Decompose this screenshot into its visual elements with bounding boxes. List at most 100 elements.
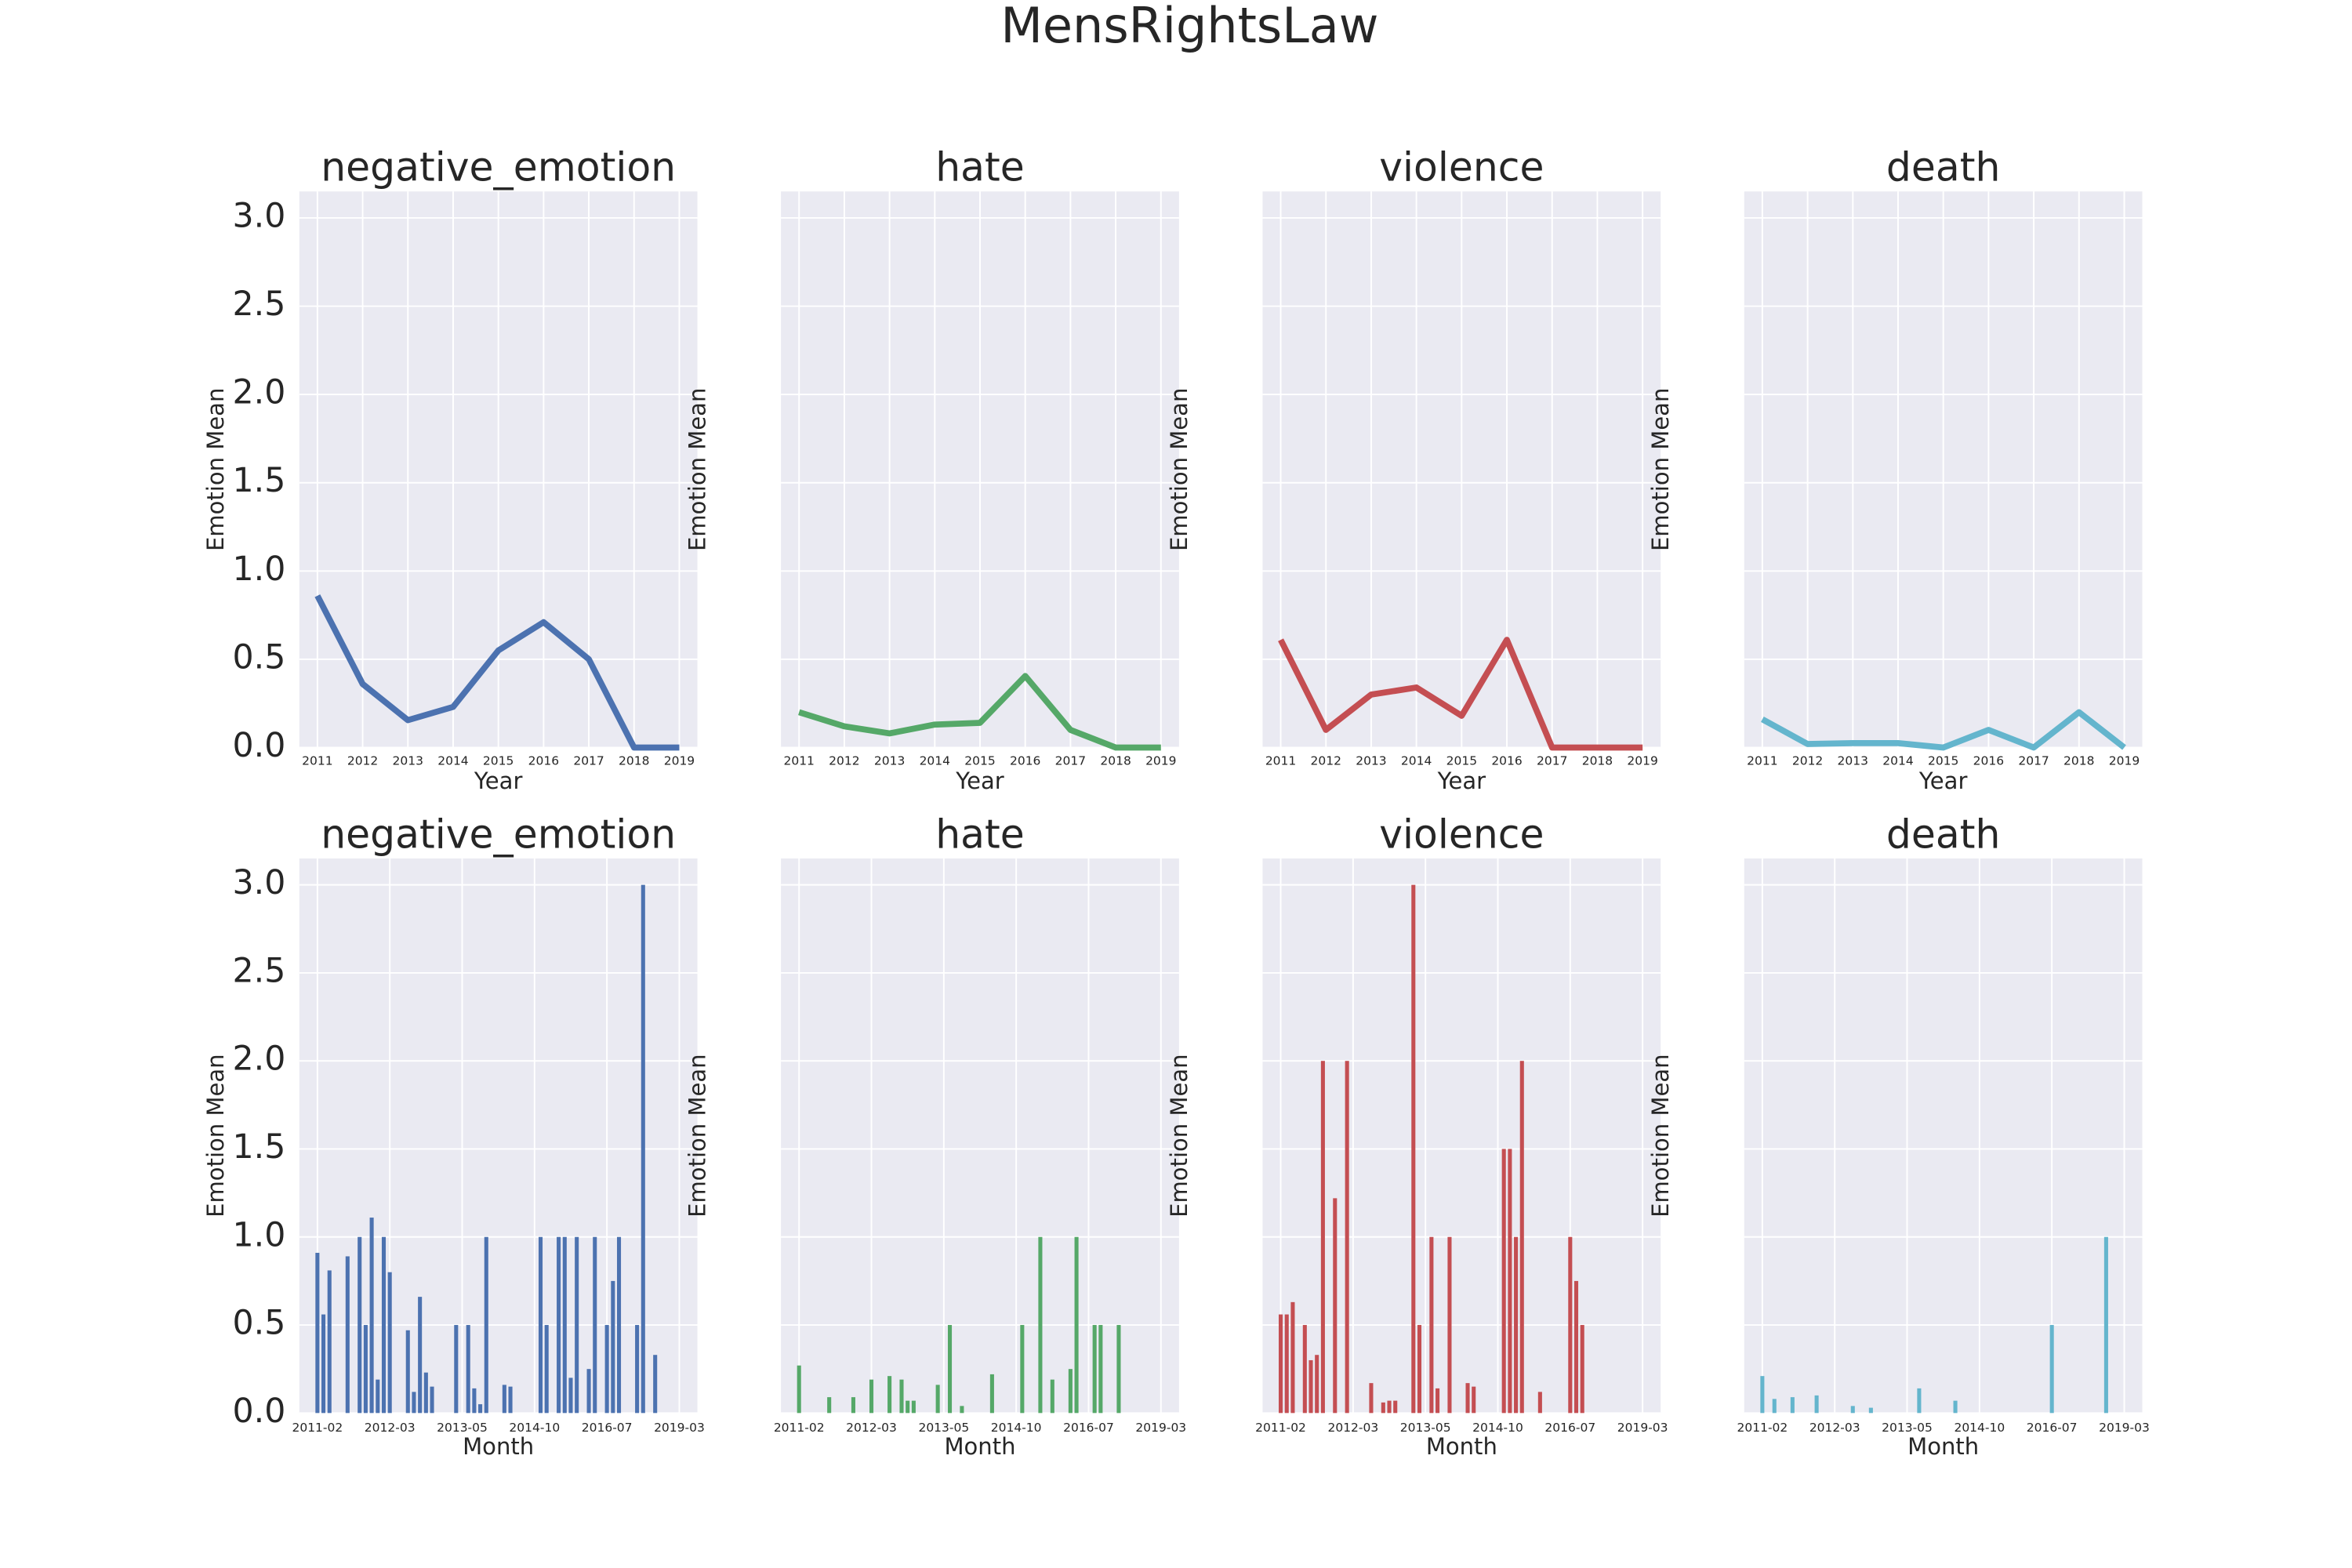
bar <box>363 1325 368 1414</box>
bar <box>586 1369 591 1414</box>
x-tick-label: 2016 <box>1010 753 1040 768</box>
bar <box>616 1236 622 1414</box>
bar <box>423 1372 428 1414</box>
subplot: hate Year Emotion Mean 2011 2012 2013 2014 2015… <box>684 144 1179 794</box>
bar <box>1381 1402 1385 1414</box>
y-axis-label: Emotion Mean <box>1166 388 1192 551</box>
bar <box>508 1386 513 1414</box>
y-tick-label: 1.5 <box>233 1127 286 1167</box>
x-tick-label: 2012-03 <box>1327 1421 1378 1435</box>
y-tick-label: 2.5 <box>233 285 286 324</box>
x-tick-label: 2015 <box>1446 753 1477 768</box>
x-tick-label: 2018 <box>619 753 649 768</box>
x-tick-label: 2017 <box>2018 753 2049 768</box>
chart-title: hate <box>935 144 1025 191</box>
x-tick-label: 2014 <box>1882 753 1913 768</box>
bar <box>1573 1280 1579 1414</box>
bar <box>430 1386 434 1414</box>
bar <box>869 1379 874 1414</box>
x-tick-label: 2013-05 <box>1400 1421 1451 1435</box>
chart-title: negative_emotion <box>321 144 676 191</box>
y-tick-label: 2.5 <box>233 951 286 990</box>
bar <box>1514 1236 1519 1414</box>
bar <box>1917 1388 1922 1414</box>
x-tick-label: 2017 <box>1537 753 1567 768</box>
bar <box>568 1377 573 1414</box>
x-tick-label: 2018 <box>1582 753 1613 768</box>
bar <box>484 1236 488 1414</box>
plot-area <box>1744 858 2143 1414</box>
x-tick-label: 2011-02 <box>292 1421 343 1435</box>
bar <box>1092 1325 1097 1414</box>
x-tick-label: 2017 <box>1055 753 1086 768</box>
y-tick-label: 3.0 <box>233 196 286 235</box>
bar <box>472 1388 477 1414</box>
subplot: death Month Emotion Mean 2011-02 2012-03 2013… <box>1647 811 2150 1460</box>
y-tick-label: 3.0 <box>233 863 286 902</box>
bar <box>887 1376 892 1414</box>
bar <box>604 1325 609 1414</box>
bar <box>641 884 645 1414</box>
bar <box>1868 1407 1873 1414</box>
x-tick-label: 2014 <box>920 753 950 768</box>
x-axis-label: Month <box>944 1433 1015 1460</box>
bar <box>1315 1355 1319 1414</box>
x-tick-label: 2013 <box>1356 753 1386 768</box>
bar <box>1519 1061 1524 1414</box>
bar <box>1508 1149 1512 1414</box>
x-tick-label: 2014-10 <box>1954 1421 2005 1435</box>
bar <box>1465 1383 1470 1414</box>
x-axis-label: Month <box>1907 1433 1979 1460</box>
x-tick-label: 2016 <box>528 753 559 768</box>
bar <box>2049 1325 2054 1414</box>
bar <box>376 1379 380 1414</box>
bar <box>797 1365 801 1414</box>
bar <box>1074 1236 1079 1414</box>
x-tick-label: 2012 <box>347 753 378 768</box>
bar <box>1068 1369 1073 1414</box>
bar <box>1772 1399 1777 1414</box>
bar <box>1568 1236 1573 1414</box>
x-tick-label: 2014-10 <box>1472 1421 1523 1435</box>
line <box>1278 637 1643 751</box>
bar <box>1098 1325 1103 1414</box>
bar <box>1411 884 1416 1414</box>
line <box>798 673 1161 751</box>
x-tick-label: 2013-05 <box>437 1421 488 1435</box>
bar <box>947 1325 953 1414</box>
bar <box>369 1218 374 1414</box>
chart-title: violence <box>1379 811 1544 857</box>
bar <box>412 1392 416 1414</box>
bar <box>1050 1379 1054 1414</box>
x-tick-label: 2013 <box>1838 753 1868 768</box>
bar <box>851 1397 855 1414</box>
x-tick-label: 2019-03 <box>1135 1421 1186 1435</box>
bar <box>538 1236 543 1414</box>
bar <box>327 1270 332 1414</box>
bar <box>1850 1406 1855 1414</box>
bar <box>899 1379 904 1414</box>
x-tick-label: 2016 <box>1491 753 1522 768</box>
subplot: violence Month Emotion Mean 2011-02 2012-03 2… <box>1166 811 1668 1460</box>
bar <box>635 1325 640 1414</box>
x-tick-label: 2013-05 <box>918 1421 969 1435</box>
plot-area <box>299 858 698 1414</box>
subplot: hate Month Emotion Mean 2011-02 2012-03 2013-… <box>684 811 1186 1460</box>
bar <box>381 1236 387 1414</box>
subplot: 0.0 0.5 1.0 1.5 2.0 2.5 3.0 negative_emotion Yea… <box>202 144 698 794</box>
y-tick-label: 0.5 <box>233 637 286 677</box>
y-axis-label: Emotion Mean <box>1166 1054 1192 1217</box>
subplot: death Year Emotion Mean 2011 2012 2013 2014 201… <box>1647 144 2143 794</box>
bar <box>1333 1198 1338 1414</box>
x-tick-label: 2013-05 <box>1882 1421 1933 1435</box>
y-tick-label: 1.0 <box>233 550 286 589</box>
x-tick-label: 2014 <box>437 753 468 768</box>
bar <box>1790 1397 1795 1414</box>
bar <box>593 1236 597 1414</box>
y-axis-label: Emotion Mean <box>1647 1054 1674 1217</box>
plot-area <box>781 858 1179 1414</box>
bar <box>1501 1149 1506 1414</box>
bar <box>1814 1395 1819 1414</box>
x-tick-label: 2014 <box>1401 753 1432 768</box>
